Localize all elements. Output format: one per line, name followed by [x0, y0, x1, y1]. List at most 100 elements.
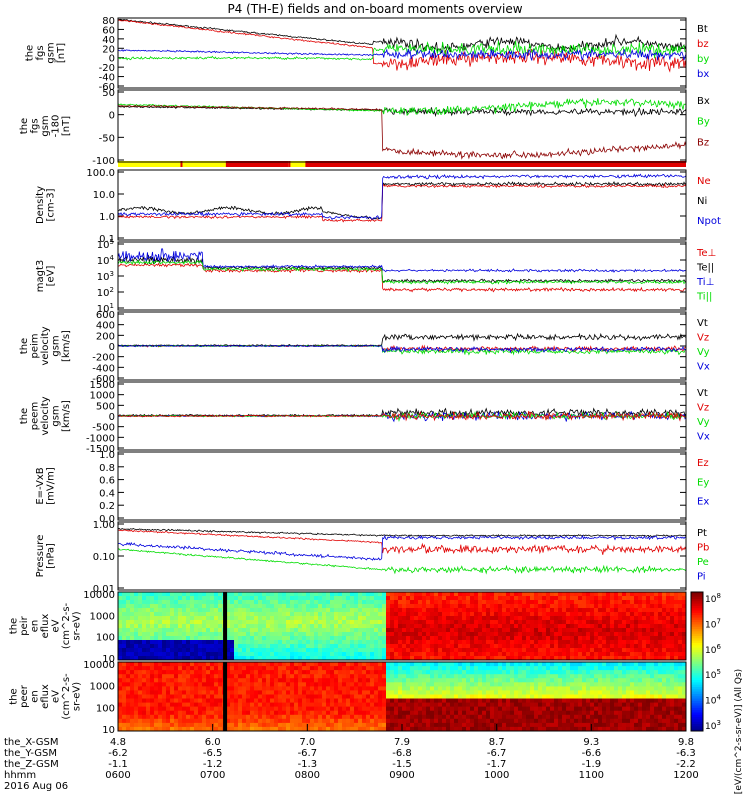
peir-cell	[198, 652, 203, 657]
peir-cell	[594, 612, 599, 617]
peir-cell	[150, 628, 155, 633]
peir-cell	[230, 640, 235, 645]
peer-cell	[458, 670, 463, 675]
peer-cell	[606, 674, 611, 679]
ylabel-line: gsm	[51, 405, 62, 426]
ylabel-line: [nPa]	[45, 543, 56, 569]
peir-cell	[290, 600, 295, 605]
peer-cell	[178, 682, 183, 687]
peir-cell	[630, 652, 635, 657]
peir-cell	[614, 608, 619, 613]
peir-cell	[462, 604, 467, 609]
ytick-label: 10000	[83, 660, 115, 671]
peer-cell	[454, 722, 459, 728]
peir-cell	[310, 644, 315, 649]
peir-cell	[438, 644, 443, 649]
peer-cell	[426, 722, 431, 728]
peer-cell	[146, 710, 151, 716]
peir-cell	[174, 616, 179, 621]
peer-cell	[434, 694, 439, 699]
peir-cell	[442, 624, 447, 629]
peir-cell	[370, 592, 375, 597]
peer-cell	[426, 690, 431, 695]
peir-cell	[594, 604, 599, 609]
peir-cell	[322, 612, 327, 617]
peir-cell	[398, 608, 403, 613]
peer-cell	[390, 698, 395, 703]
peer-cell	[562, 706, 567, 712]
peir-cell	[570, 604, 575, 609]
peir-cell	[410, 604, 415, 609]
peir-cell	[266, 592, 271, 597]
peir-cell	[346, 596, 351, 601]
peir-cell	[278, 624, 283, 629]
peer-cell	[654, 682, 659, 687]
peer-cell	[238, 722, 243, 728]
peer-cell	[130, 726, 135, 732]
peir-cell	[466, 608, 471, 613]
peir-cell	[458, 648, 463, 653]
peir-cell	[374, 608, 379, 613]
legend-by: by	[697, 54, 709, 65]
peir-cell	[262, 616, 267, 621]
peer-cell	[486, 698, 491, 703]
peir-cell	[350, 628, 355, 633]
peir-cell	[526, 616, 531, 621]
peir-cell	[246, 632, 251, 637]
peer-cell	[498, 698, 503, 703]
peer-cell	[466, 682, 471, 687]
peir-cell	[486, 604, 491, 609]
peir-cell	[130, 636, 135, 641]
peir-cell	[166, 596, 171, 601]
ylabel-line: (cm^2-s-	[61, 602, 72, 649]
peir-cell	[234, 628, 239, 633]
peer-cell	[486, 662, 491, 667]
peir-cell	[310, 592, 315, 597]
peir-cell	[466, 628, 471, 633]
peir-cell	[446, 640, 451, 645]
peir-cell	[306, 604, 311, 609]
peer-cell	[214, 670, 219, 675]
peir-cell	[418, 600, 423, 605]
peir-cell	[606, 608, 611, 613]
peer-cell	[634, 674, 639, 679]
peir-cell	[342, 596, 347, 601]
peir-cell	[642, 600, 647, 605]
peir-cell	[450, 600, 455, 605]
peir-cell	[294, 636, 299, 641]
peir-cell	[286, 612, 291, 617]
peer-cell	[218, 686, 223, 691]
peer-cell	[298, 726, 303, 732]
peer-cell	[582, 702, 587, 708]
peer-cell	[378, 670, 383, 675]
peir-cell	[526, 612, 531, 617]
peir-cell	[562, 608, 567, 613]
peim_velocity-series-line	[118, 344, 687, 356]
peir-cell	[682, 616, 687, 621]
peir-cell	[254, 592, 259, 597]
peir-cell	[150, 656, 155, 661]
peer-cell	[582, 662, 587, 667]
peir-cell	[218, 656, 223, 661]
peir-cell	[150, 596, 155, 601]
peer-cell	[478, 710, 483, 716]
peir-cell	[434, 640, 439, 645]
peir-cell	[198, 604, 203, 609]
peer-cell	[138, 682, 143, 687]
peir-cell	[214, 596, 219, 601]
peer-cell	[630, 698, 635, 703]
peer-cell	[634, 662, 639, 667]
peer-cell	[538, 666, 543, 671]
peir-cell	[362, 628, 367, 633]
peir-cell	[186, 616, 191, 621]
peir-cell	[550, 624, 555, 629]
peer-cell	[174, 722, 179, 728]
peer-cell	[494, 670, 499, 675]
peir-cell	[278, 648, 283, 653]
peir-cell	[478, 640, 483, 645]
peir-cell	[430, 652, 435, 657]
peer-cell	[586, 686, 591, 691]
peer-cell	[186, 726, 191, 732]
peir-cell	[170, 656, 175, 661]
peir-cell	[490, 616, 495, 621]
